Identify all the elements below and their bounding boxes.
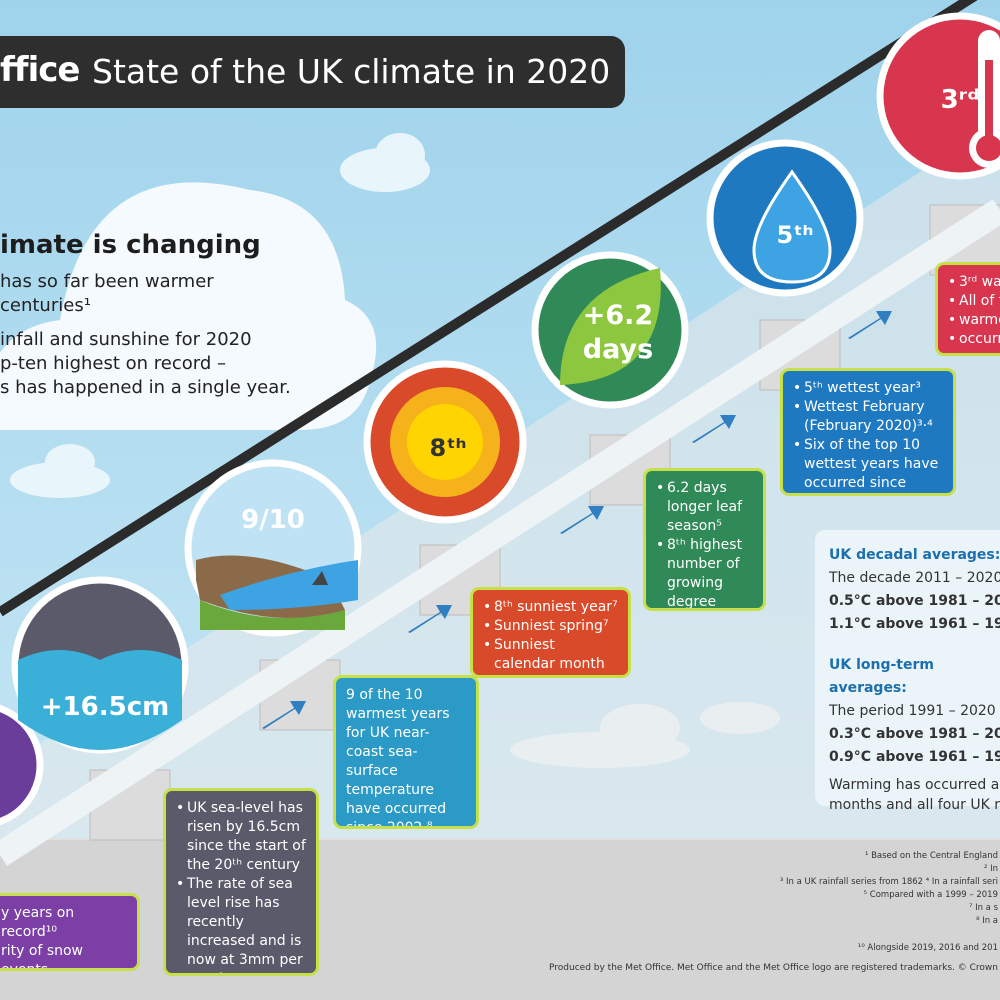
fact-item: rity of snow events	[1, 943, 83, 971]
fact-item: y years on record¹⁰	[1, 905, 75, 940]
fact-box: 3ʳᵈ waAll of twarmeoccurr	[935, 262, 1000, 356]
intro-line: has so far been warmer	[0, 271, 214, 292]
panel-line: 0.3°C above 1981 – 201	[829, 726, 1000, 742]
icons	[18, 30, 1000, 750]
panel-line: The decade 2011 – 2020	[829, 570, 1000, 586]
fact-item: 8ᵗʰ highest number of growing degree day…	[656, 536, 753, 608]
spacer	[829, 636, 1000, 650]
panel-note: months and all four UK n	[829, 797, 1000, 813]
intro-line: p-ten highest on record –	[0, 353, 227, 374]
panel-heading: UK long-term averages:	[829, 657, 934, 696]
fact-item: 8ᵗʰ sunniest year⁷	[483, 598, 618, 617]
panel-line: 0.5°C above 1981 – 201	[829, 593, 1000, 609]
badge: +16.5cm	[40, 692, 170, 722]
fact-item: All of t	[948, 292, 1000, 311]
footnote: ³ In a UK rainfall series from 1862 ⁴ In…	[779, 877, 998, 887]
badge: +6.2 days	[582, 300, 654, 365]
fact-item: warme	[948, 311, 1000, 330]
intro: imate is changing has so far been warmer…	[0, 230, 300, 400]
fact-item: 3ʳᵈ wa	[948, 273, 1000, 292]
fact-item: Sunniest spring⁷	[483, 617, 618, 636]
intro-line: centuries¹	[0, 295, 91, 316]
fact-item: Sunniest calendar month (May 2020)⁷	[483, 636, 618, 675]
logo: ffice	[0, 50, 80, 90]
credit: Produced by the Met Office. Met Office a…	[549, 963, 998, 973]
fact-item: 5ᵗʰ wettest year³	[793, 379, 943, 398]
panel-line: The period 1991 – 2020	[829, 703, 996, 719]
fact-box: UK sea-level has risen by 16.5cm since t…	[163, 788, 319, 976]
footnote: ² In	[983, 864, 998, 874]
footnote: ⁵ Compared with a 1999 – 2019	[863, 890, 998, 900]
panel-line: 0.9°C above 1961 – 199	[829, 749, 1000, 765]
title: State of the UK climate in 2020	[92, 52, 611, 91]
fact-item: The rate of sea level rise has recently …	[176, 875, 306, 973]
averages-panel: UK decadal averages: The decade 2011 – 20…	[815, 530, 1000, 813]
fact-item: occurr	[948, 330, 1000, 349]
badge: 9/10	[241, 505, 305, 535]
handrail	[0, 0, 978, 617]
footnote: ¹ Based on the Central England	[864, 851, 998, 861]
fact-item: UK sea-level has risen by 16.5cm since t…	[176, 799, 306, 875]
fact-box: 6.2 days longer leaf season⁵8ᵗʰ highest …	[643, 468, 766, 611]
badge: 5ᵗʰ	[776, 221, 814, 249]
badge: 3ʳᵈ	[940, 85, 980, 115]
badge: 8ᵗʰ	[429, 434, 467, 462]
intro-line: infall and sunshine for 2020	[0, 329, 252, 350]
ramp	[0, 199, 1000, 866]
fact-item: Six of the top 10 wettest years have occ…	[793, 436, 943, 493]
fact-item: 6.2 days longer leaf season⁵	[656, 479, 753, 536]
intro-heading: imate is changing	[0, 230, 261, 260]
panel-note: Warming has occurred ac	[829, 777, 1000, 793]
panel-line: 1.1°C above 1961 – 199	[829, 616, 1000, 632]
panel-heading: UK decadal averages:	[829, 547, 1000, 563]
fact-box: 9 of the 10 warmest years for UK near-co…	[333, 675, 479, 829]
footnotes: ¹ Based on the Central England ² In ³ In a…	[780, 850, 998, 955]
footnote: ⁸ In a	[976, 916, 998, 926]
fact-box: 8ᵗʰ sunniest year⁷Sunniest spring⁷Sunnie…	[470, 587, 631, 678]
intro-line: s has happened in a single year.	[0, 377, 291, 398]
footnote: ¹⁰ Alongside 2019, 2016 and 201	[857, 943, 998, 953]
fact-item: 9 of the 10 warmest years for UK near-co…	[346, 687, 450, 829]
fact-item: Wettest February (February 2020)³·⁴	[793, 398, 943, 436]
fact-box: 5ᵗʰ wettest year³Wettest February (Febru…	[780, 368, 956, 496]
header-bar: ffice State of the UK climate in 2020	[0, 36, 625, 108]
footnote: ⁷ In a s	[968, 903, 998, 913]
arrows	[262, 311, 892, 729]
